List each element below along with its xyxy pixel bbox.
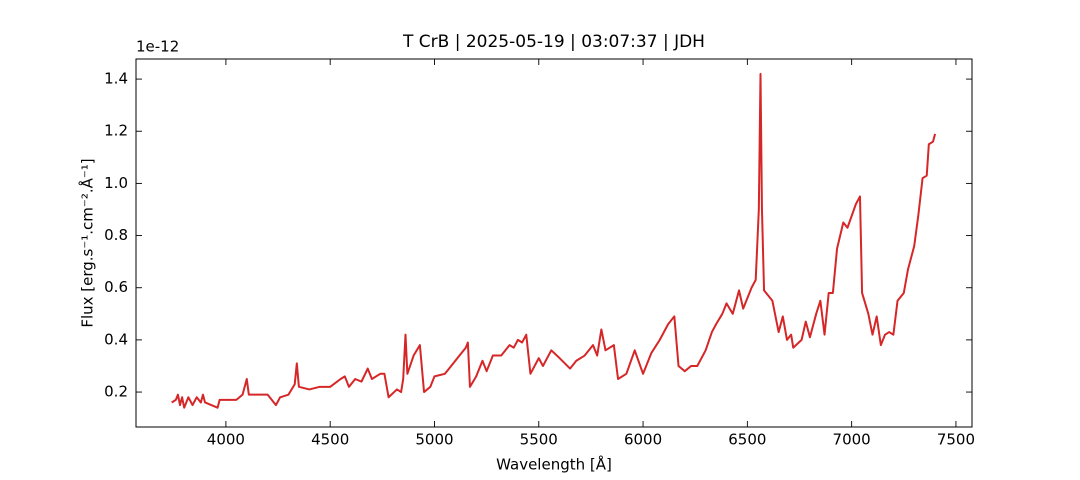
x-tick-label: 4000 <box>207 431 245 449</box>
x-tick-label: 5000 <box>415 431 453 449</box>
x-tick-label: 7000 <box>833 431 871 449</box>
y-offset-label: 1e-12 <box>136 38 179 56</box>
x-tick-label: 6000 <box>624 431 662 449</box>
y-axis-label: Flux [erg.s⁻¹.cm⁻².Å⁻¹] <box>78 158 97 327</box>
x-tick-label: 6500 <box>728 431 766 449</box>
x-tick-label: 5500 <box>520 431 558 449</box>
y-tick-label: 0.8 <box>104 226 128 244</box>
y-tick-label: 1.2 <box>104 122 128 140</box>
x-axis-label: Wavelength [Å] <box>496 455 612 474</box>
y-tick-label: 1.0 <box>104 174 128 192</box>
y-tick-label: 0.6 <box>104 278 128 296</box>
plot-frame <box>135 58 973 428</box>
chart-title: T CrB | 2025-05-19 | 03:07:37 | JDH <box>402 32 705 52</box>
y-tick-label: 1.4 <box>104 70 128 88</box>
x-tick-label: 4500 <box>311 431 349 449</box>
y-tick-label: 0.4 <box>104 330 128 348</box>
y-tick-label: 0.2 <box>104 383 128 401</box>
spectrum-line <box>171 72 937 409</box>
x-tick-label: 7500 <box>937 431 975 449</box>
